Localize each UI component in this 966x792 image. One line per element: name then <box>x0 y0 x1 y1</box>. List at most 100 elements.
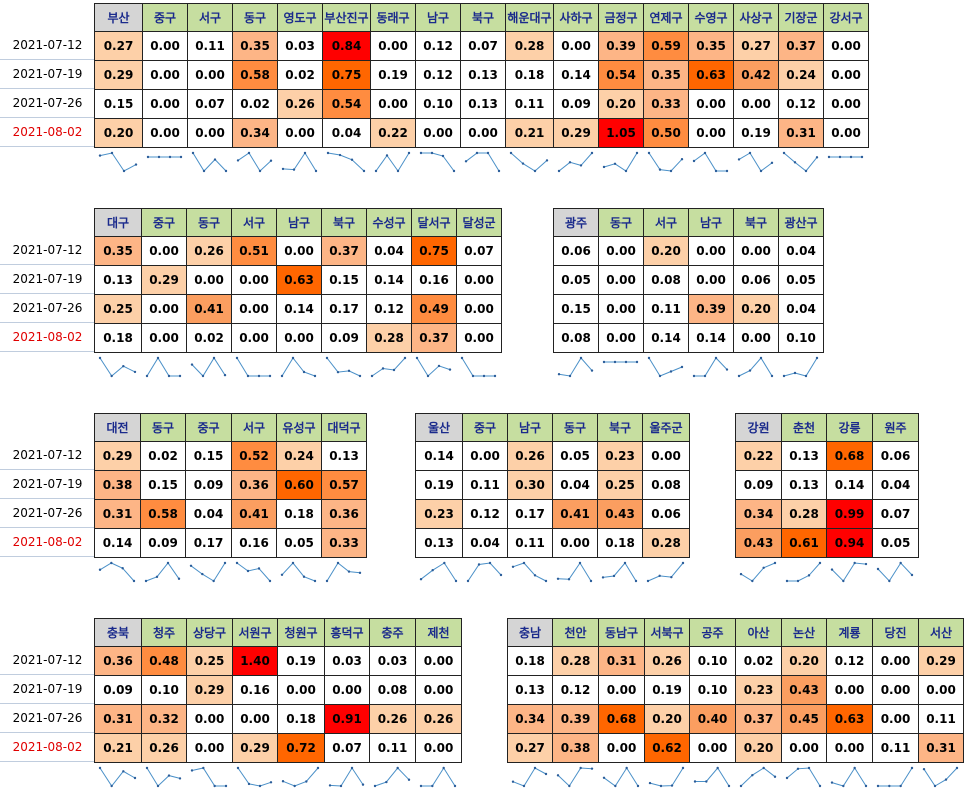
value-cell: 0.75 <box>322 60 371 90</box>
district-header: 동래구 <box>370 3 416 32</box>
sparkline <box>191 151 228 173</box>
sparkline-point <box>293 784 296 788</box>
sparkline <box>189 561 227 583</box>
value-cell: 0.15 <box>321 265 367 295</box>
district-header: 수성구 <box>366 208 412 237</box>
value-cell: 0.12 <box>826 646 873 676</box>
district-header: 동구 <box>598 208 644 237</box>
value-cell: 0.49 <box>411 294 457 324</box>
sparkline-path <box>326 562 361 582</box>
sparkline <box>374 151 411 173</box>
date-label: 2021-07-26 <box>12 301 83 315</box>
sparkline-point <box>212 356 216 360</box>
district-header: 동남구 <box>598 618 645 647</box>
sparkline-point <box>392 368 396 372</box>
value-cell: 0.10 <box>141 675 187 705</box>
sparkline <box>145 766 182 788</box>
sparkline-path <box>281 357 316 377</box>
value-cell: 0.02 <box>232 89 278 119</box>
value-cell: 0.08 <box>643 265 689 295</box>
sparkline-point <box>714 169 718 173</box>
sparkline <box>511 561 548 583</box>
sparkline-point <box>464 160 468 163</box>
value-cell: 0.18 <box>507 646 553 676</box>
sparkline-point <box>336 370 340 374</box>
value-cell: 0.03 <box>277 31 323 61</box>
sparkline-point <box>557 373 561 376</box>
sparkline <box>782 151 819 173</box>
sparkline-point <box>567 578 571 581</box>
value-cell: 0.30 <box>507 470 553 500</box>
sparkline-point <box>419 151 423 155</box>
sparkline-point <box>818 561 822 565</box>
value-cell: 0.18 <box>597 528 643 558</box>
sparkline-path <box>694 357 728 377</box>
sparkline <box>876 766 914 788</box>
value-cell: 0.04 <box>778 236 824 266</box>
value-cell: 0.00 <box>598 733 645 763</box>
sparkline-point <box>145 374 149 378</box>
value-cell: 0.06 <box>872 441 919 471</box>
value-cell: 0.00 <box>872 675 919 705</box>
sparkline-path <box>558 357 593 377</box>
sparkline-point <box>590 767 594 770</box>
value-cell: 0.02 <box>186 323 232 353</box>
sparkline-point <box>853 766 856 770</box>
sparkline-point <box>692 374 696 378</box>
sparkline-point <box>739 784 743 788</box>
sparkline <box>739 766 777 788</box>
value-cell: 0.00 <box>415 646 462 676</box>
sparkline-point <box>419 784 423 788</box>
sparkline-path <box>649 767 684 787</box>
sparkline-point <box>168 155 172 159</box>
sparkline-point <box>785 579 789 583</box>
value-cell: 0.12 <box>366 294 412 324</box>
sparkline-point <box>269 781 273 784</box>
value-cell: 0.11 <box>187 31 233 61</box>
sparkline-point <box>325 356 329 360</box>
sparkline-point <box>807 766 811 770</box>
value-cell: 0.91 <box>324 704 370 734</box>
value-cell: 0.00 <box>823 31 869 61</box>
row-rule <box>0 469 94 470</box>
value-cell: 0.00 <box>142 31 188 61</box>
sparkline-point <box>955 766 959 770</box>
value-cell: 0.15 <box>94 89 143 119</box>
value-cell: 0.05 <box>778 265 824 295</box>
value-cell: 0.00 <box>781 733 827 763</box>
district-header: 강서구 <box>823 3 869 32</box>
sparkline-point <box>796 579 800 583</box>
value-cell: 0.35 <box>688 31 734 61</box>
sparkline-point <box>477 563 481 566</box>
sparkline-path <box>783 152 818 172</box>
sparkline-point <box>544 772 548 776</box>
date-label: 2021-08-02 <box>12 740 83 754</box>
sparkline-point <box>407 778 411 781</box>
sparkline-point <box>899 784 902 788</box>
district-header: 서구 <box>231 208 277 237</box>
value-cell: 0.04 <box>552 470 598 500</box>
sparkline-point <box>497 169 501 173</box>
sparkline <box>98 151 138 173</box>
district-header: 중구 <box>462 413 508 442</box>
district-header: 중구 <box>141 208 187 237</box>
sparkline-path <box>831 767 867 787</box>
value-cell: 0.14 <box>415 441 463 471</box>
sparkline-point <box>419 578 423 581</box>
value-cell: 0.03 <box>324 646 370 676</box>
sparkline-path <box>510 152 548 172</box>
value-cell: 0.07 <box>456 236 502 266</box>
district-header: 울주군 <box>642 413 690 442</box>
sparkline-point <box>578 561 582 565</box>
value-cell: 0.28 <box>781 499 827 529</box>
sparkline <box>830 561 868 583</box>
sparkline-point <box>807 574 811 577</box>
sparkline-point <box>703 374 707 378</box>
sparkline-point <box>302 370 306 374</box>
sparkline-point <box>460 356 464 360</box>
sparkline-point <box>659 784 663 788</box>
sparkline-point <box>280 573 284 576</box>
row-rule <box>0 527 94 528</box>
district-header: 금정구 <box>598 3 644 32</box>
value-cell: 0.15 <box>185 441 232 471</box>
